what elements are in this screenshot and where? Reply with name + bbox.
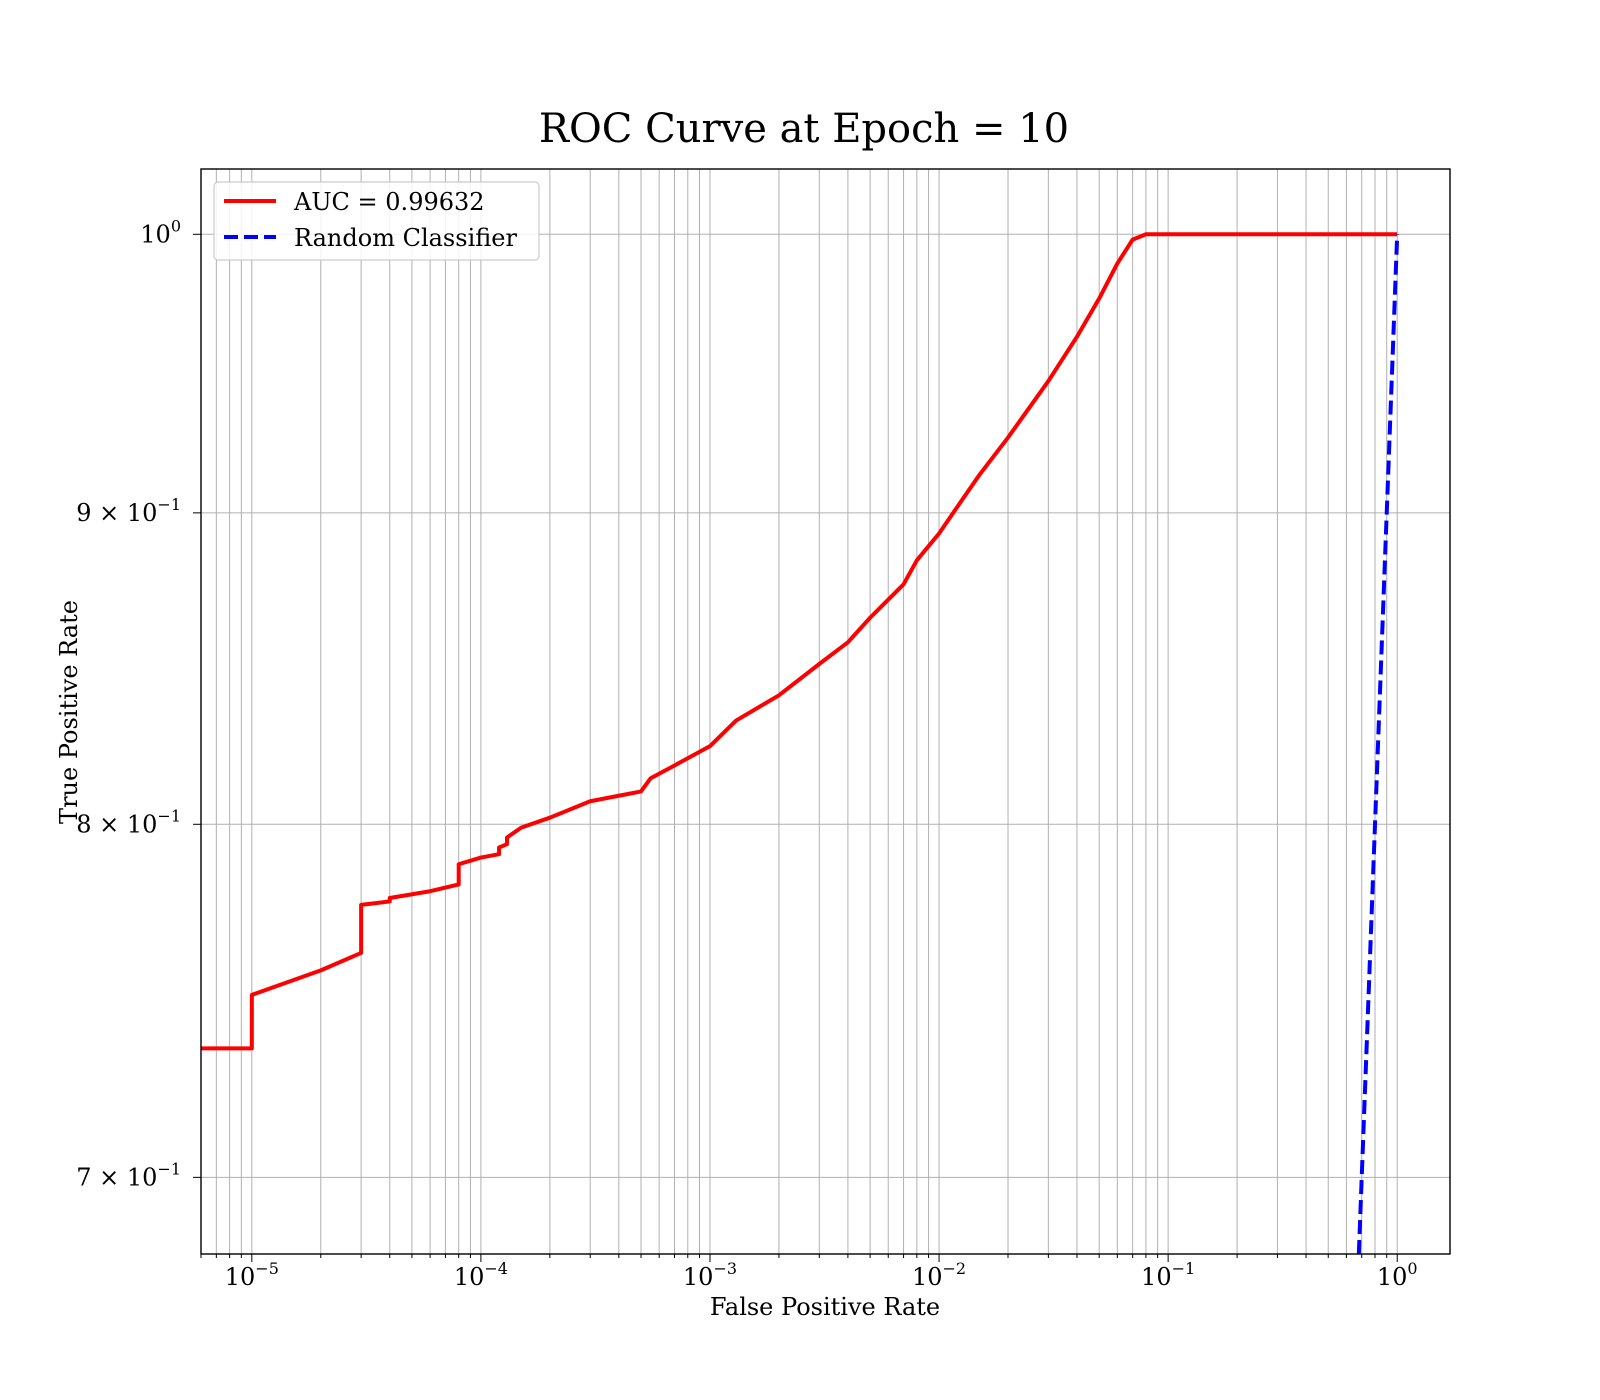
x-tick-label: 10−2 [912, 1259, 966, 1291]
plot-frame [200, 168, 1451, 1255]
x-tick-label: 10−1 [1141, 1259, 1195, 1291]
random-classifier-line [1356, 234, 1400, 1254]
legend-box [213, 181, 540, 261]
grid-layer [200, 169, 1450, 1254]
x-tick-label: 10−4 [454, 1259, 508, 1291]
y-axis-label: True Positive Rate [55, 600, 83, 824]
legend-label-random: Random Classifier [294, 224, 517, 252]
series-layer [201, 232, 1400, 1254]
legend-label-auc: AUC = 0.99632 [293, 188, 485, 216]
chart-title: ROC Curve at Epoch = 10 [539, 106, 1069, 152]
legend: AUC = 0.99632 Random Classifier [213, 181, 540, 261]
x-axis-label: False Positive Rate [710, 1293, 940, 1321]
y-tick-label: 8 × 10−1 [76, 806, 181, 838]
roc-curve-line [201, 232, 1398, 1051]
